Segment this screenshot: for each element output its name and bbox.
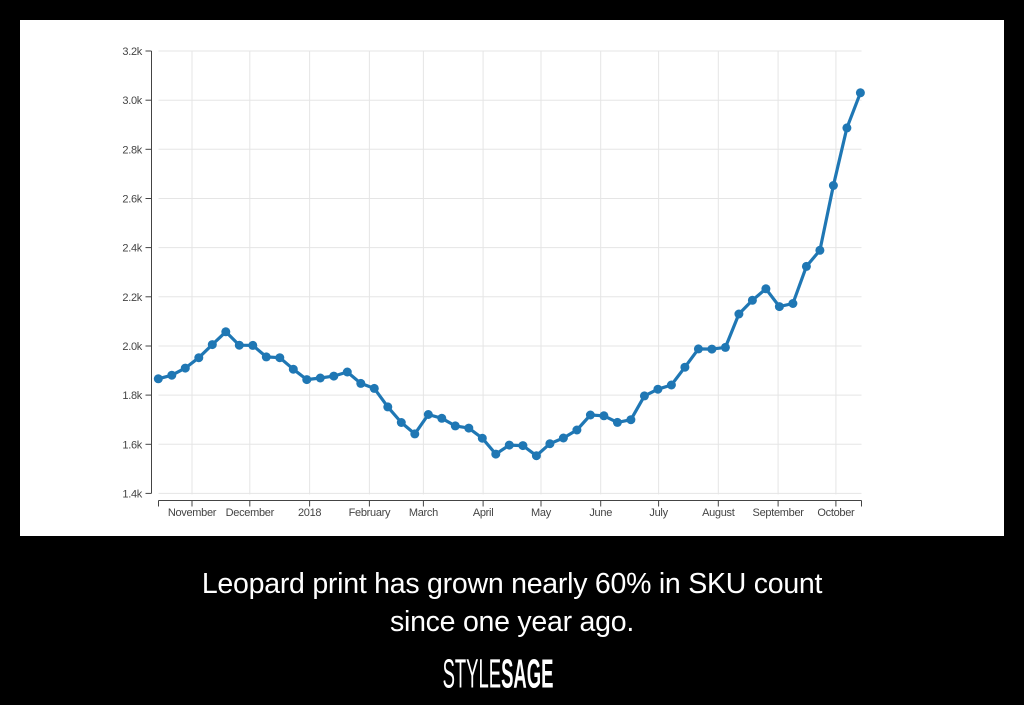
svg-text:May: May (531, 507, 552, 519)
svg-text:December: December (226, 507, 275, 519)
svg-text:2.0k: 2.0k (122, 341, 142, 353)
svg-text:STYLESAGE: STYLESAGE (443, 652, 554, 697)
svg-text:July: July (649, 507, 668, 519)
svg-text:1.8k: 1.8k (122, 390, 142, 402)
svg-text:1.6k: 1.6k (122, 439, 142, 451)
svg-text:2018: 2018 (298, 507, 321, 519)
svg-text:2.2k: 2.2k (122, 292, 142, 304)
svg-text:February: February (349, 507, 391, 519)
svg-text:April: April (473, 507, 494, 519)
svg-text:2.4k: 2.4k (122, 243, 142, 255)
svg-text:2.8k: 2.8k (122, 144, 142, 156)
svg-text:3.0k: 3.0k (122, 95, 142, 107)
svg-text:October: October (817, 507, 855, 519)
svg-text:September: September (753, 507, 805, 519)
svg-text:June: June (589, 507, 612, 519)
svg-text:1.4k: 1.4k (122, 488, 142, 500)
svg-text:3.2k: 3.2k (122, 46, 142, 58)
svg-text:2.6k: 2.6k (122, 194, 142, 206)
svg-text:March: March (409, 507, 438, 519)
svg-text:November: November (168, 507, 217, 519)
svg-text:August: August (702, 507, 735, 519)
